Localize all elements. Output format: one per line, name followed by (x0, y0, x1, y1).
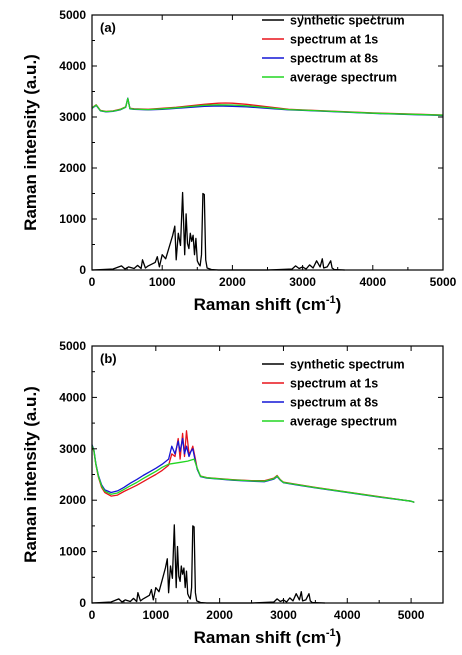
legend-entry: synthetic spectrum (290, 14, 405, 28)
legend-entry: spectrum at 8s (290, 52, 378, 66)
series-line-average-spectrum (91, 445, 415, 503)
y-tick-label: 0 (79, 263, 86, 277)
legend-entry: spectrum at 1s (290, 377, 378, 391)
legend-entry: average spectrum (290, 71, 397, 85)
x-tick-label: 1000 (142, 608, 169, 622)
x-tick-label: 0 (89, 275, 96, 289)
y-tick-label: 3000 (59, 110, 86, 124)
x-tick-label: 2000 (206, 608, 233, 622)
y-tick-label: 1000 (59, 212, 86, 226)
series-line-average-spectrum (91, 97, 444, 116)
y-axis-label: Raman intensity (a.u.) (21, 386, 40, 563)
x-tick-label: 5000 (398, 608, 425, 622)
series-line-synthetic-spectrum (91, 191, 345, 271)
y-tick-label: 2000 (59, 493, 86, 507)
x-axis-label-tail: ) (336, 295, 342, 314)
panel-label: (a) (100, 20, 116, 35)
x-tick-label: 1000 (149, 275, 176, 289)
chart-panel-a: 0 1000 2000 3000 4000 5000 0 1000 2000 3000 4000 50… (21, 8, 457, 314)
x-tick-label: 0 (89, 608, 96, 622)
plot-frame (91, 14, 444, 271)
legend-entry: average spectrum (290, 415, 397, 429)
x-tick-label: 3000 (270, 608, 297, 622)
x-axis-label-sup: -1 (326, 294, 336, 306)
series-line-synthetic-spectrum (91, 524, 325, 604)
x-tick-label: 5000 (430, 275, 457, 289)
x-tick-label: 2000 (219, 275, 246, 289)
y-tick-label: 2000 (59, 161, 86, 175)
x-axis-label-sup: -1 (326, 627, 336, 639)
legend-entry: spectrum at 1s (290, 33, 378, 47)
series-line-spectrum-at-1s (91, 97, 444, 116)
x-tick-label: 4000 (334, 608, 361, 622)
x-axis-label: Raman shift (cm-1) (194, 294, 342, 314)
chart-panel-b: 0 1000 2000 3000 4000 5000 0 1000 2000 3000 4000 50… (21, 339, 444, 647)
legend: synthetic spectrum spectrum at 1s spectrum… (262, 358, 405, 429)
y-tick-label: 3000 (59, 442, 86, 456)
x-axis-label-main: Raman shift (cm (194, 628, 326, 647)
x-axis-label: Raman shift (cm-1) (194, 627, 342, 647)
x-tick-label: 3000 (289, 275, 316, 289)
y-axis-label: Raman intensity (a.u.) (21, 54, 40, 231)
panel-label: (b) (100, 351, 117, 366)
y-tick-label: 4000 (59, 390, 86, 404)
y-tick-label: 1000 (59, 545, 86, 559)
y-tick-label: 4000 (59, 59, 86, 73)
series-line-spectrum-at-1s (91, 430, 415, 503)
series-line-spectrum-at-8s (91, 437, 415, 503)
legend-entry: spectrum at 8s (290, 396, 378, 410)
y-tick-label: 5000 (59, 8, 86, 22)
y-tick-label: 5000 (59, 339, 86, 353)
x-axis-label-tail: ) (336, 628, 342, 647)
x-axis-label-main: Raman shift (cm (194, 295, 326, 314)
y-tick-label: 0 (79, 596, 86, 610)
legend-entry: synthetic spectrum (290, 358, 405, 372)
legend: synthetic spectrum spectrum at 1s spectrum… (262, 14, 405, 85)
x-tick-label: 4000 (359, 275, 386, 289)
